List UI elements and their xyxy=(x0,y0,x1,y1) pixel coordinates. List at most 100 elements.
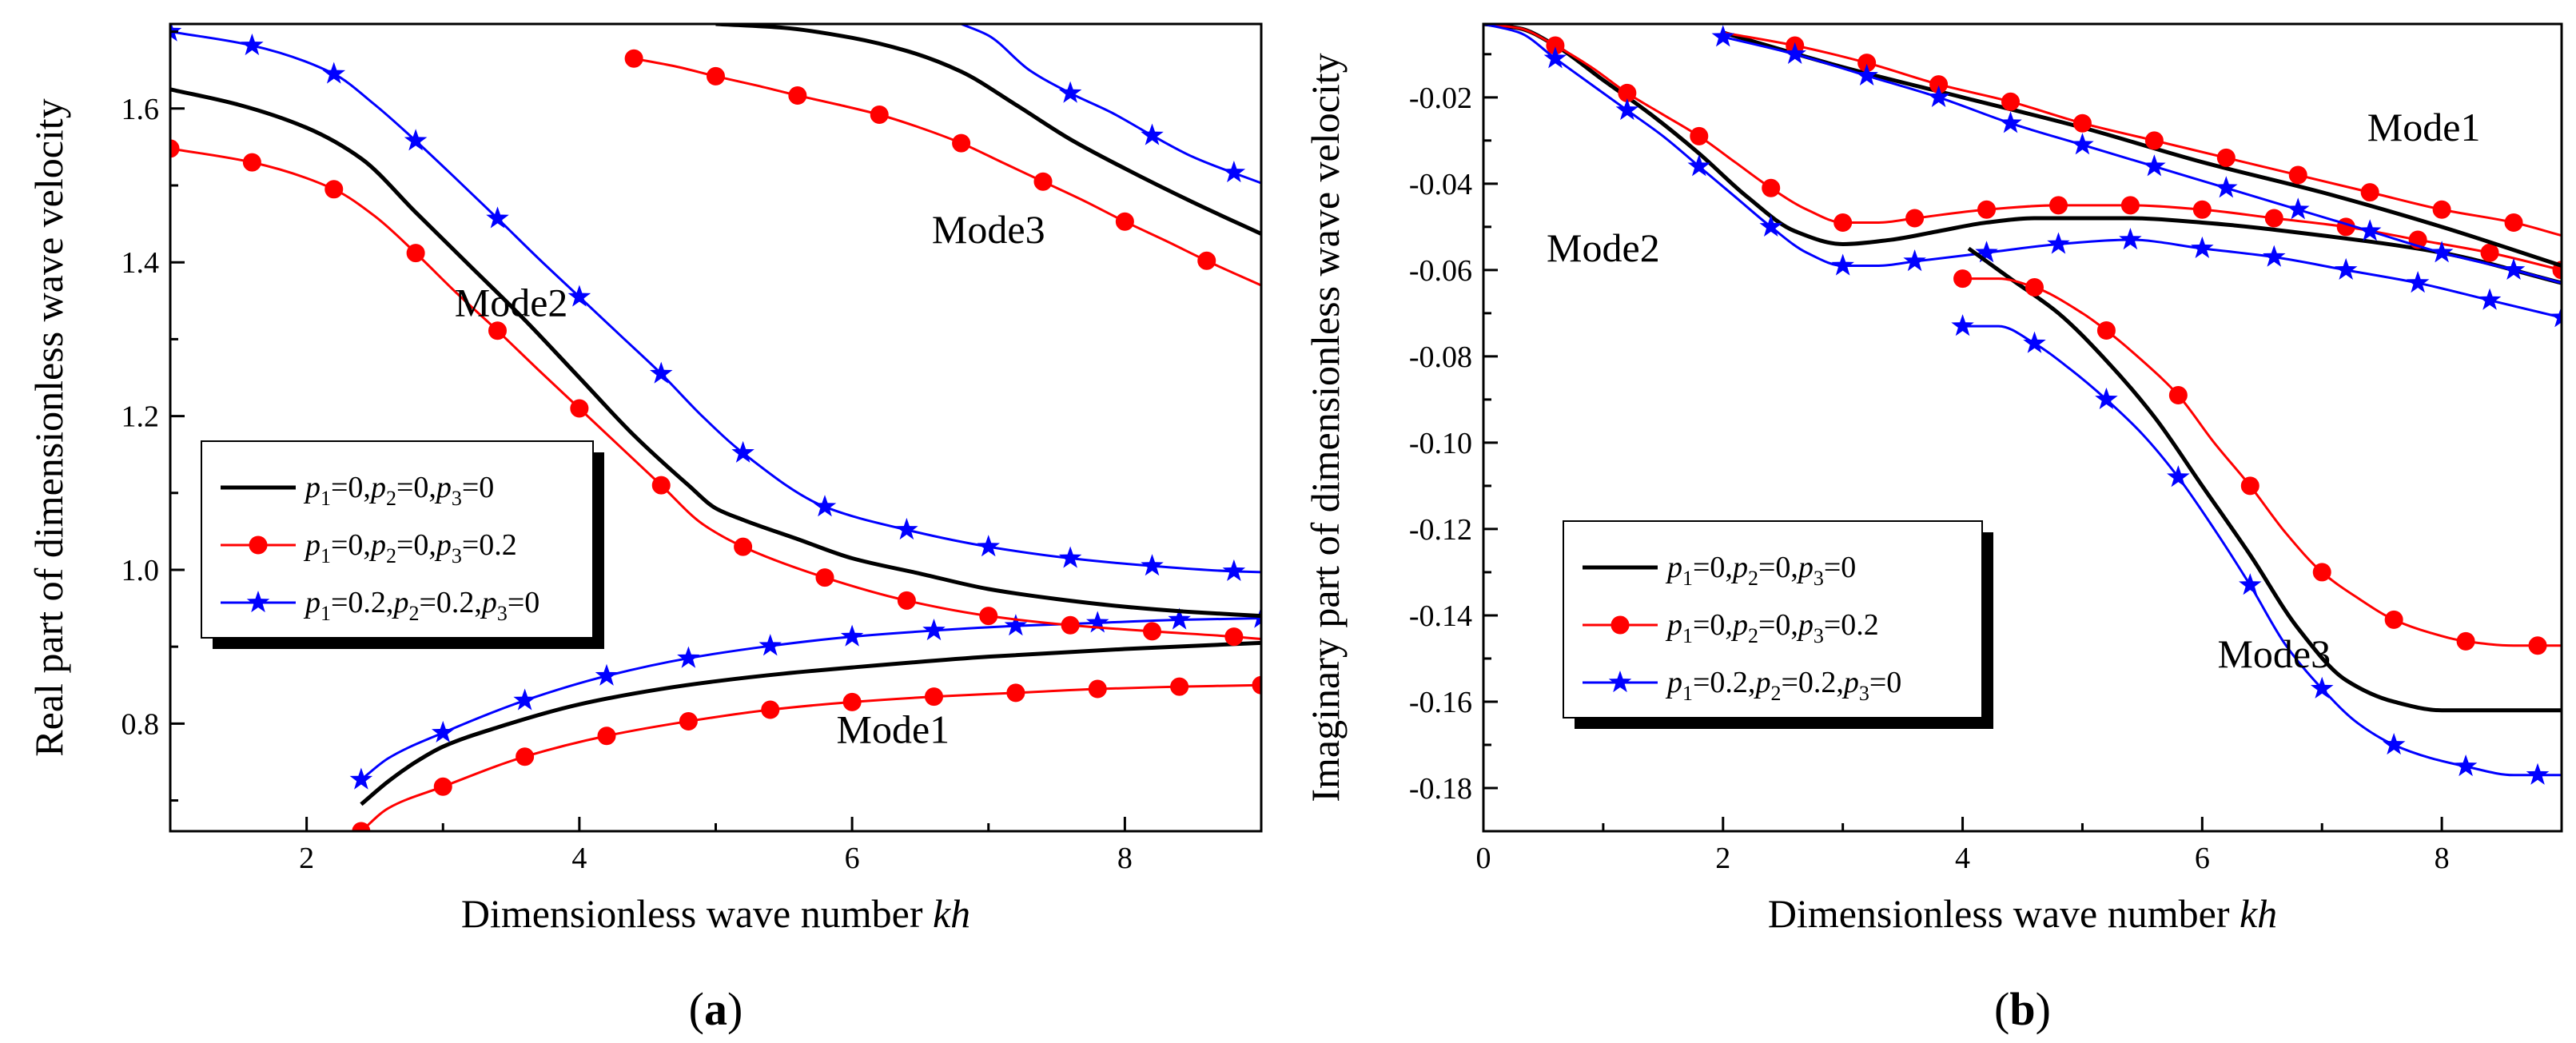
data-point-mode3-blue-0 xyxy=(1058,81,1082,103)
y-tick-label-1: -0.04 xyxy=(1409,168,1472,201)
data-point-mode3-red-4 xyxy=(952,133,971,153)
data-point-mode3-red-6 xyxy=(1115,212,1134,231)
data-point-mode2-blue-8 xyxy=(2119,228,2142,250)
data-point-mode3-red-8 xyxy=(2528,636,2547,655)
panel-label: (b) xyxy=(1994,983,2051,1035)
legend-marker-red xyxy=(249,535,268,555)
x-tick-label-3: 6 xyxy=(2195,842,2210,875)
data-point-mode3-red-6 xyxy=(2384,610,2403,629)
legend-entry-red: p1=0,p2=0,p3=0.2 xyxy=(303,528,517,567)
series-line-mode3-red xyxy=(633,57,1261,287)
chart-panel-b: 0 2 4 6 8 -0.02 -0.04 -0.06 -0.08 -0.10 -0.12 -0.14… xyxy=(1303,22,2563,1035)
data-point-mode1-blue-10 xyxy=(2430,241,2454,263)
series-line-mode1-blue xyxy=(1722,35,2562,285)
data-point-mode2-blue-1 xyxy=(241,33,264,56)
data-point-mode3-blue-2 xyxy=(2095,387,2118,410)
data-point-mode2-red-4 xyxy=(1833,213,1853,232)
y-tick-label-3: -0.08 xyxy=(1409,340,1472,374)
panel-label: (a) xyxy=(689,983,743,1035)
legend-entry-blue: p1=0.2,p2=0.2,p3=0 xyxy=(1665,666,1901,705)
data-point-mode3-blue-1 xyxy=(1141,123,1164,145)
series-group xyxy=(1483,24,2562,785)
data-point-mode3-red-2 xyxy=(2096,320,2116,340)
data-point-mode2-blue-0 xyxy=(1543,46,1567,69)
data-point-mode2-red-7 xyxy=(734,537,753,556)
data-point-mode2-red-8 xyxy=(815,568,834,587)
data-point-mode2-blue-11 xyxy=(2334,257,2358,280)
data-point-mode1-blue-3 xyxy=(1927,85,1950,107)
data-point-mode1-red-6 xyxy=(2216,148,2236,167)
data-point-mode1-red-11 xyxy=(1252,675,1261,695)
data-point-mode1-blue-4 xyxy=(677,646,700,668)
data-point-mode1-red-3 xyxy=(2001,92,2021,111)
series-line-mode1-black xyxy=(360,640,1261,806)
data-point-mode2-blue-2 xyxy=(322,62,346,84)
x-tick-label-2: 4 xyxy=(1955,842,1970,875)
series-line-mode3-black xyxy=(1967,246,2562,713)
x-tick-label-1: 4 xyxy=(571,842,587,875)
data-point-mode2-blue-1 xyxy=(1615,98,1639,121)
data-point-mode1-blue-10 xyxy=(1168,607,1191,630)
legend-marker-red xyxy=(1610,615,1630,635)
data-point-mode3-blue-6 xyxy=(2382,732,2406,755)
legend-entry-black: p1=0,p2=0,p3=0 xyxy=(303,471,494,510)
data-point-mode3-blue-7 xyxy=(2454,754,2478,777)
series-line-mode3-blue xyxy=(961,24,1261,185)
data-point-mode1-blue-6 xyxy=(2143,154,2166,177)
data-point-mode1-red-0 xyxy=(352,822,371,831)
series-line-mode2-black xyxy=(170,87,1261,619)
y-axis-label: Imaginary part of dimensionless wave vel… xyxy=(1303,53,1348,802)
data-point-mode1-blue-7 xyxy=(2215,176,2238,198)
data-point-mode2-red-2 xyxy=(1690,126,1709,145)
data-point-mode3-red-0 xyxy=(1953,269,1973,289)
data-point-mode1-blue-4 xyxy=(1999,111,2022,133)
x-tick-label-0: 0 xyxy=(1476,842,1491,875)
annotation-mode1: Mode1 xyxy=(836,707,950,751)
data-point-mode2-blue-9 xyxy=(2191,236,2214,258)
data-point-mode2-blue-12 xyxy=(2406,271,2430,293)
data-point-mode2-blue-7 xyxy=(2047,232,2070,254)
y-tick-label-3: 1.4 xyxy=(121,246,160,280)
data-point-mode1-red-8 xyxy=(1006,683,1025,703)
data-point-mode1-red-9 xyxy=(1088,679,1107,699)
series-line-mode2-blue xyxy=(1483,24,2562,319)
data-point-mode2-blue-12 xyxy=(1141,554,1164,576)
data-point-mode3-blue-1 xyxy=(2023,331,2046,353)
data-point-mode3-red-4 xyxy=(2240,476,2259,496)
data-point-mode2-red-13 xyxy=(2480,243,2499,262)
data-point-mode2-blue-5 xyxy=(567,285,591,307)
data-point-mode1-red-6 xyxy=(842,692,862,711)
data-point-mode1-blue-1 xyxy=(1783,42,1806,64)
data-point-mode2-blue-4 xyxy=(1831,253,1854,276)
data-point-mode2-red-10 xyxy=(2264,209,2283,228)
legend-entry-blue: p1=0.2,p2=0.2,p3=0 xyxy=(303,586,539,625)
data-point-mode2-red-1 xyxy=(242,153,261,172)
x-tick-label-4: 8 xyxy=(2435,842,2450,875)
data-point-mode2-red-13 xyxy=(1224,627,1244,647)
legend-marker-blue xyxy=(1608,671,1632,693)
data-point-mode2-blue-13 xyxy=(1222,559,1246,582)
data-point-mode2-red-5 xyxy=(570,399,589,418)
data-point-mode2-red-12 xyxy=(1143,622,1161,641)
data-point-mode1-red-10 xyxy=(1170,677,1189,696)
data-point-mode1-blue-6 xyxy=(840,624,864,647)
data-point-mode3-blue-8 xyxy=(2526,762,2550,785)
data-point-mode3-blue-0 xyxy=(1951,314,1974,336)
data-point-mode2-blue-9 xyxy=(895,517,918,540)
data-point-mode1-blue-2 xyxy=(1855,63,1878,86)
annotation-mode2: Mode2 xyxy=(455,281,568,325)
y-tick-label-8: -0.18 xyxy=(1409,772,1472,806)
data-point-mode2-red-11 xyxy=(1061,615,1080,635)
data-point-mode2-red-6 xyxy=(651,476,671,495)
series-line-mode1-red xyxy=(360,683,1261,831)
legend-box xyxy=(201,440,594,639)
y-tick-label-2: 1.2 xyxy=(121,400,160,434)
data-point-mode1-blue-7 xyxy=(922,618,946,641)
data-point-mode1-blue-8 xyxy=(1004,614,1028,636)
data-point-mode3-red-7 xyxy=(1197,251,1216,270)
data-point-mode2-red-8 xyxy=(2120,196,2140,215)
y-axis-label: Real part of dimensionless wave velocity xyxy=(26,98,71,756)
series-line-mode1-black xyxy=(1722,30,2562,268)
data-point-mode1-blue-3 xyxy=(595,663,619,686)
y-tick-label-4: 1.6 xyxy=(121,93,160,126)
